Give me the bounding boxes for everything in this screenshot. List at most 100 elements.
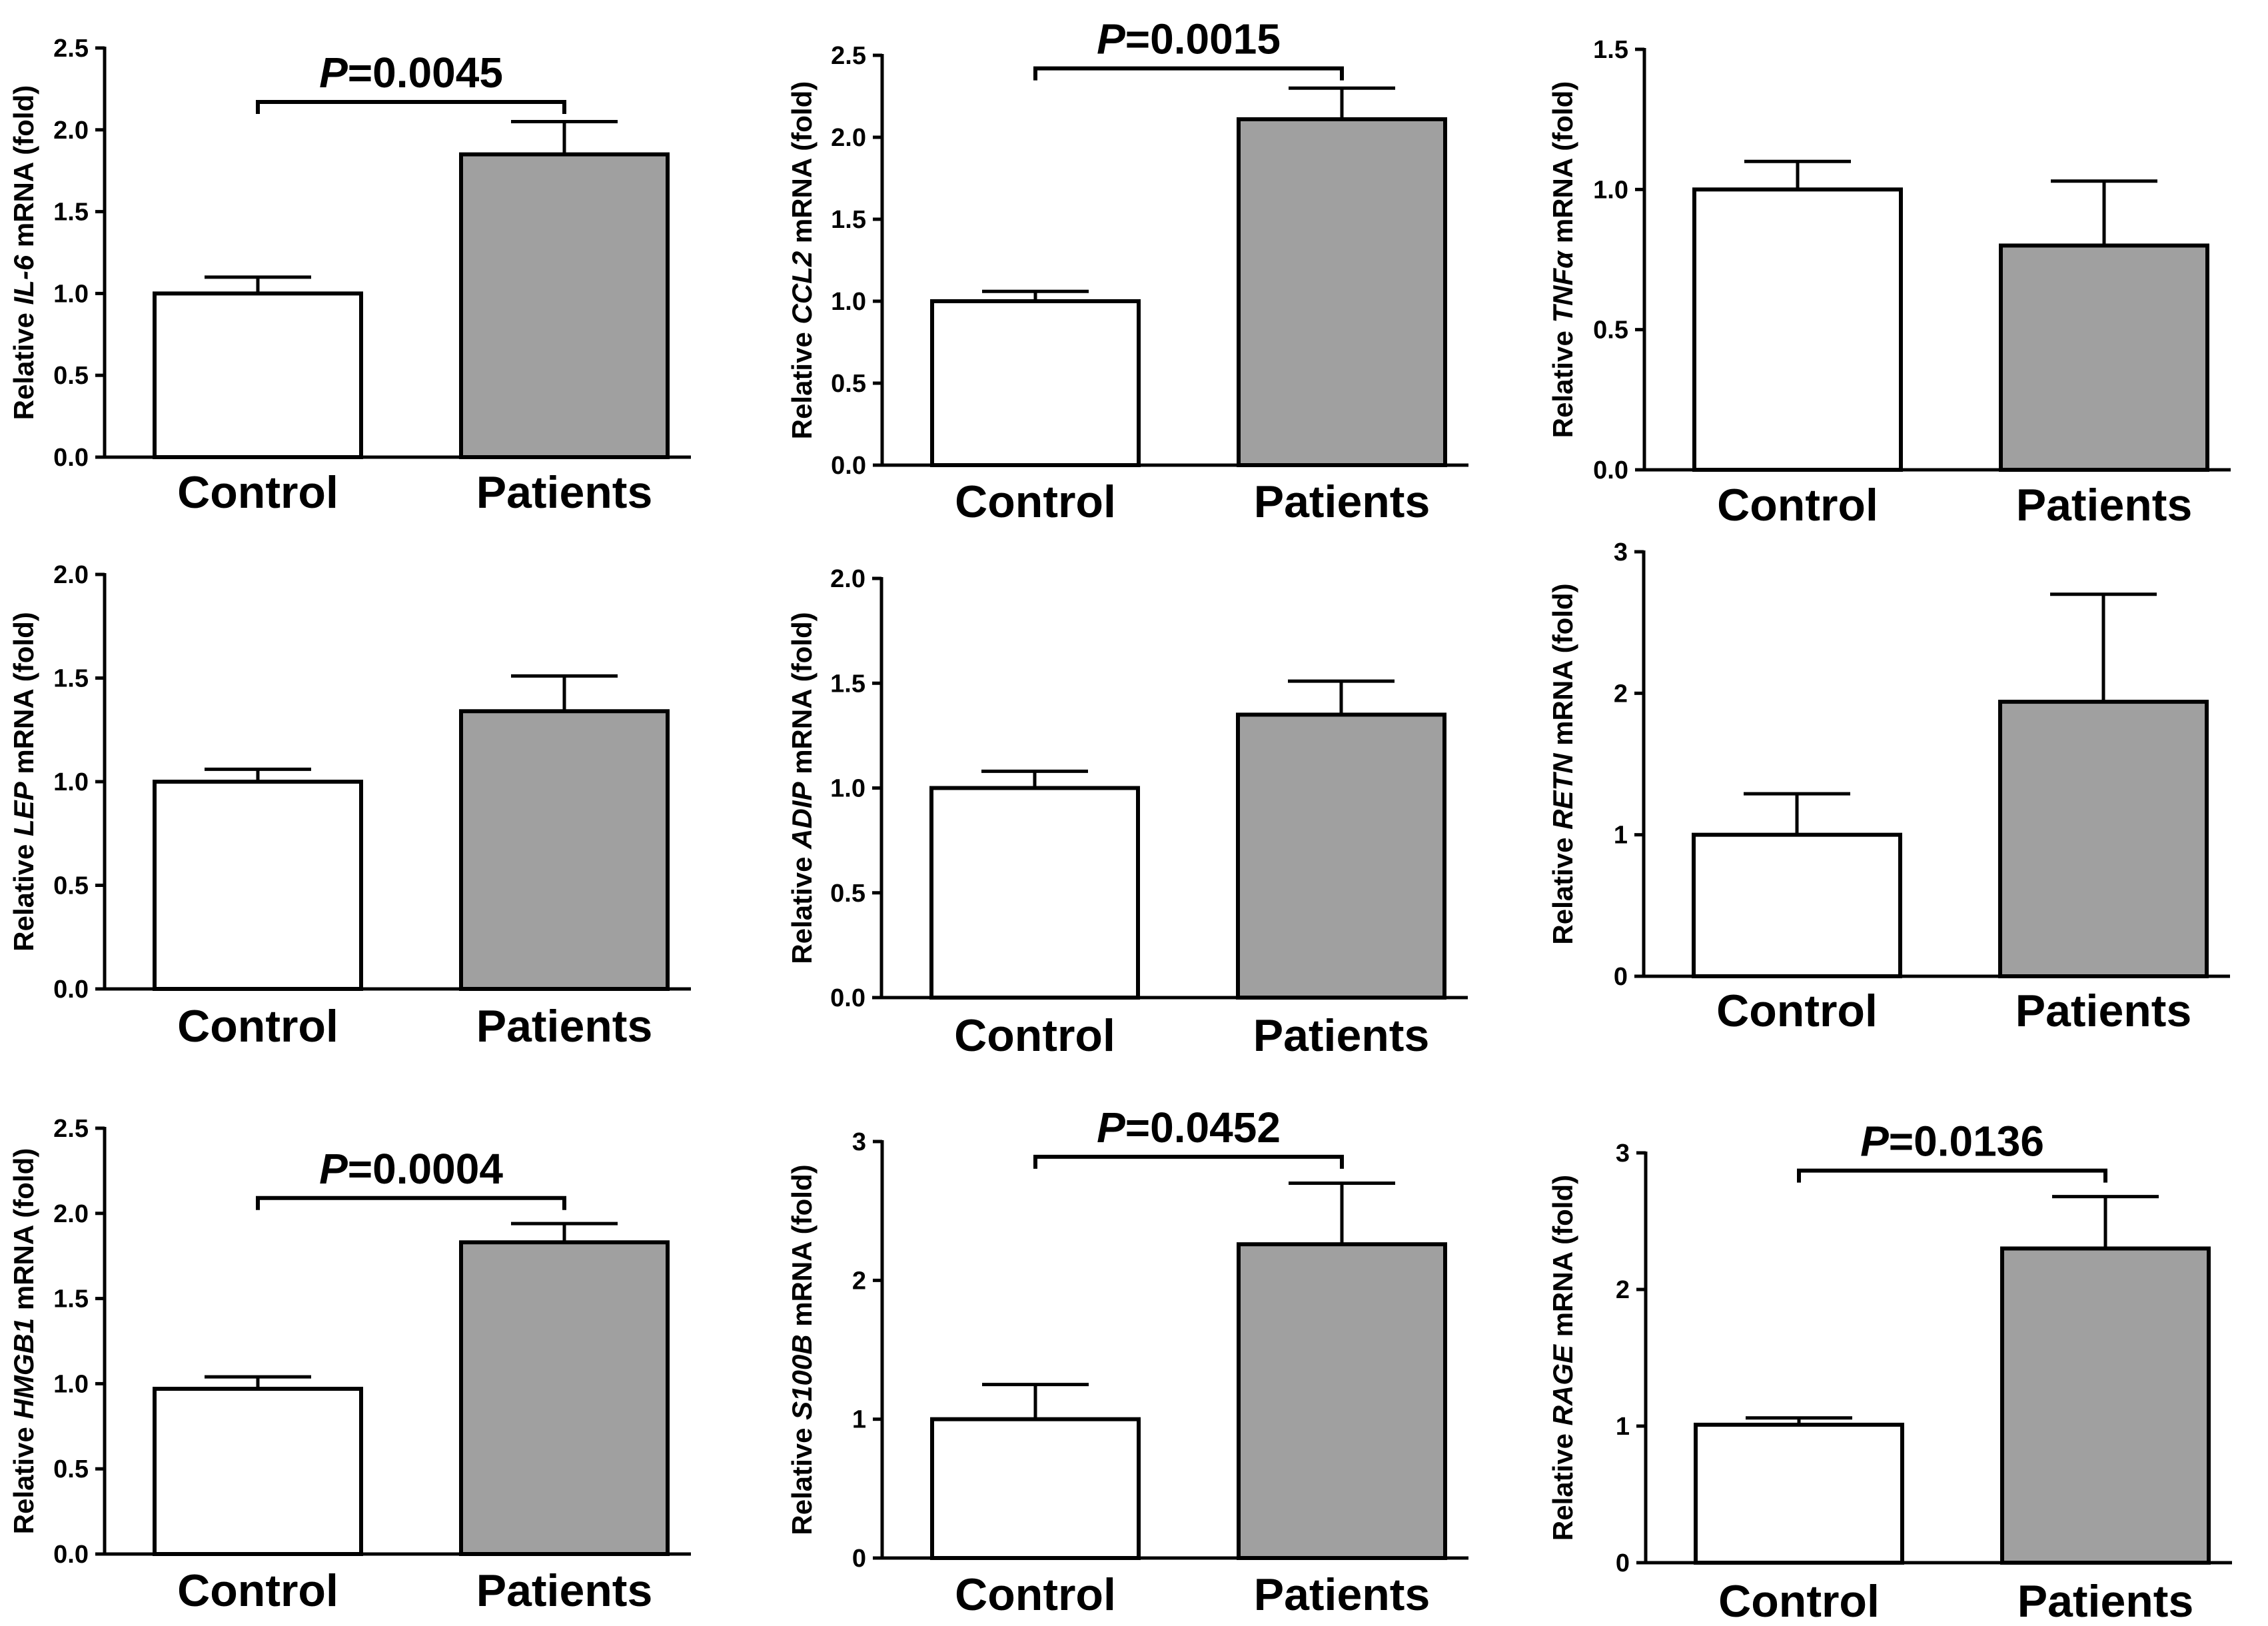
y-axis-label-prefix: Relative (1547, 323, 1578, 438)
bar-patients (1237, 117, 1447, 467)
y-axis-label: Relative S100B mRNA (fold) (786, 1164, 818, 1535)
category-label: Patients (1254, 476, 1430, 527)
p-value-symbol: P (1860, 1118, 1889, 1166)
p-value-symbol: P (319, 1145, 348, 1193)
y-axis-label-prefix: Relative (1547, 830, 1578, 945)
y-tick-label: 0.0 (831, 452, 866, 480)
y-axis-label-suffix: mRNA (fold) (786, 612, 818, 782)
y-axis-label-gene: S100B (786, 1334, 818, 1419)
category-label: Patients (476, 467, 653, 518)
y-axis-label-prefix: Relative (8, 305, 39, 420)
category-label: Patients (1253, 1010, 1430, 1061)
y-tick-label: 0 (852, 1545, 866, 1573)
bar-control (153, 1387, 363, 1557)
y-tick-label: 3 (1616, 1140, 1630, 1168)
chart-tnf: 0.0 0.5 1.0 1.5 Control Patients Relative TNFα… (1547, 36, 2231, 530)
y-tick-label: 1.0 (831, 288, 866, 316)
y-axis-label-suffix: mRNA (fold) (786, 1164, 818, 1334)
bar-patients (1998, 700, 2209, 979)
y-tick-label: 2 (852, 1267, 866, 1295)
y-tick-label: 2.0 (53, 561, 89, 589)
y-axis-label: Relative TNFα mRNA (fold) (1547, 81, 1578, 438)
y-axis-label: Relative ADIP mRNA (fold) (786, 612, 818, 964)
y-tick-label: 2.5 (831, 42, 866, 70)
y-axis-label-gene: RETN (1547, 752, 1578, 830)
bar-patients (1999, 243, 2209, 472)
category-label: Patients (476, 1565, 653, 1616)
category-label: Control (177, 1001, 338, 1052)
y-tick-label: 1.0 (53, 1370, 89, 1398)
bar-patients (1236, 712, 1446, 1000)
p-value-symbol: P (1097, 1104, 1125, 1152)
category-label: Control (954, 1010, 1115, 1061)
y-tick-label: 0.0 (53, 976, 89, 1004)
chart-s100b: 0 1 2 3 Control Patients Relative S100B mRNA (… (786, 1104, 1468, 1620)
p-value-number: =0.0045 (348, 49, 503, 97)
bar-patients (1237, 1242, 1447, 1560)
y-tick-label: 0.5 (53, 872, 89, 900)
category-label: Patients (2016, 480, 2193, 530)
chart-il6: 0.0 0.5 1.0 1.5 2.0 2.5 Control Patients Relativ… (8, 35, 691, 518)
y-tick-label: 1 (1616, 1413, 1630, 1441)
bar-control (929, 786, 1140, 1000)
bar-patients (459, 709, 670, 991)
category-label: Control (1717, 480, 1878, 530)
y-tick-label: 2 (1614, 680, 1628, 708)
category-label: Control (955, 476, 1116, 527)
significance-bracket (256, 100, 566, 115)
y-tick-label: 1.5 (831, 206, 866, 234)
y-tick-label: 2.0 (53, 1200, 89, 1228)
chart-hmgb1: 0.0 0.5 1.0 1.5 2.0 2.5 Control Patients Relativ… (8, 1115, 691, 1616)
category-label: Control (1718, 1576, 1880, 1626)
category-label: Control (1716, 986, 1878, 1036)
y-tick-label: 1.5 (53, 1285, 89, 1313)
y-axis-label-gene: TNFα (1547, 250, 1578, 323)
p-value-number: =0.0015 (1125, 15, 1281, 63)
bar-control (1694, 1422, 1904, 1565)
y-tick-label: 0.5 (831, 370, 866, 398)
y-tick-label: 1 (1614, 822, 1628, 850)
category-label: Patients (2017, 1576, 2194, 1626)
bar-patients (459, 1240, 670, 1556)
y-axis-label-prefix: Relative (786, 849, 818, 964)
y-axis-label-suffix: mRNA (fold) (8, 612, 39, 782)
y-tick-label: 0.5 (1593, 317, 1628, 345)
y-tick-label: 1.5 (53, 665, 89, 693)
significance-bracket (256, 1196, 566, 1210)
significance-bracket (1033, 66, 1344, 81)
y-axis-label: Relative IL-6 mRNA (fold) (8, 85, 39, 420)
chart-rage: 0 1 2 3 Control Patients Relative RAGE mRNA (f… (1547, 1118, 2232, 1626)
y-tick-label: 0.0 (830, 984, 865, 1012)
p-value-label: P=0.0045 (319, 49, 503, 97)
category-label: Patients (1254, 1569, 1430, 1620)
y-axis-label-gene: LEP (8, 781, 39, 836)
y-axis-label-prefix: Relative (8, 836, 39, 952)
y-tick-label: 1.5 (1593, 36, 1628, 64)
y-axis-label-prefix: Relative (1547, 1425, 1578, 1541)
bar-control (1692, 187, 1903, 472)
chart-adip: 0.0 0.5 1.0 1.5 2.0 Control Patients Relative A… (786, 565, 1468, 1061)
y-tick-label: 2.5 (53, 35, 89, 63)
category-label: Control (177, 1565, 338, 1616)
y-axis-label-prefix: Relative (786, 1420, 818, 1535)
y-tick-label: 0.5 (53, 1455, 89, 1483)
chart-ccl2: 0.0 0.5 1.0 1.5 2.0 2.5 Control Patients Relativ… (786, 15, 1468, 527)
category-label: Patients (476, 1001, 653, 1052)
y-tick-label: 0.5 (830, 880, 865, 908)
chart-retn: 0 1 2 3 Control Patients Relative RETN mRNA (f… (1547, 538, 2230, 1036)
p-value-label: P=0.0452 (1097, 1104, 1281, 1152)
y-tick-label: 1.0 (830, 775, 865, 803)
y-axis-label-prefix: Relative (786, 324, 818, 439)
y-axis-label-suffix: mRNA (fold) (8, 85, 39, 255)
y-axis-label: Relative HMGB1 mRNA (fold) (8, 1148, 39, 1535)
significance-bracket (1033, 1154, 1344, 1169)
y-tick-label: 0.5 (53, 362, 89, 390)
p-value-number: =0.0452 (1125, 1104, 1281, 1152)
p-value-label: P=0.0004 (319, 1145, 503, 1193)
y-tick-label: 2.0 (830, 565, 865, 593)
y-tick-label: 1.0 (53, 768, 89, 796)
y-axis-label: Relative RAGE mRNA (fold) (1547, 1175, 1578, 1541)
chart-lep: 0.0 0.5 1.0 1.5 2.0 Control Patients Relative L… (8, 561, 691, 1052)
p-value-symbol: P (1097, 15, 1125, 63)
